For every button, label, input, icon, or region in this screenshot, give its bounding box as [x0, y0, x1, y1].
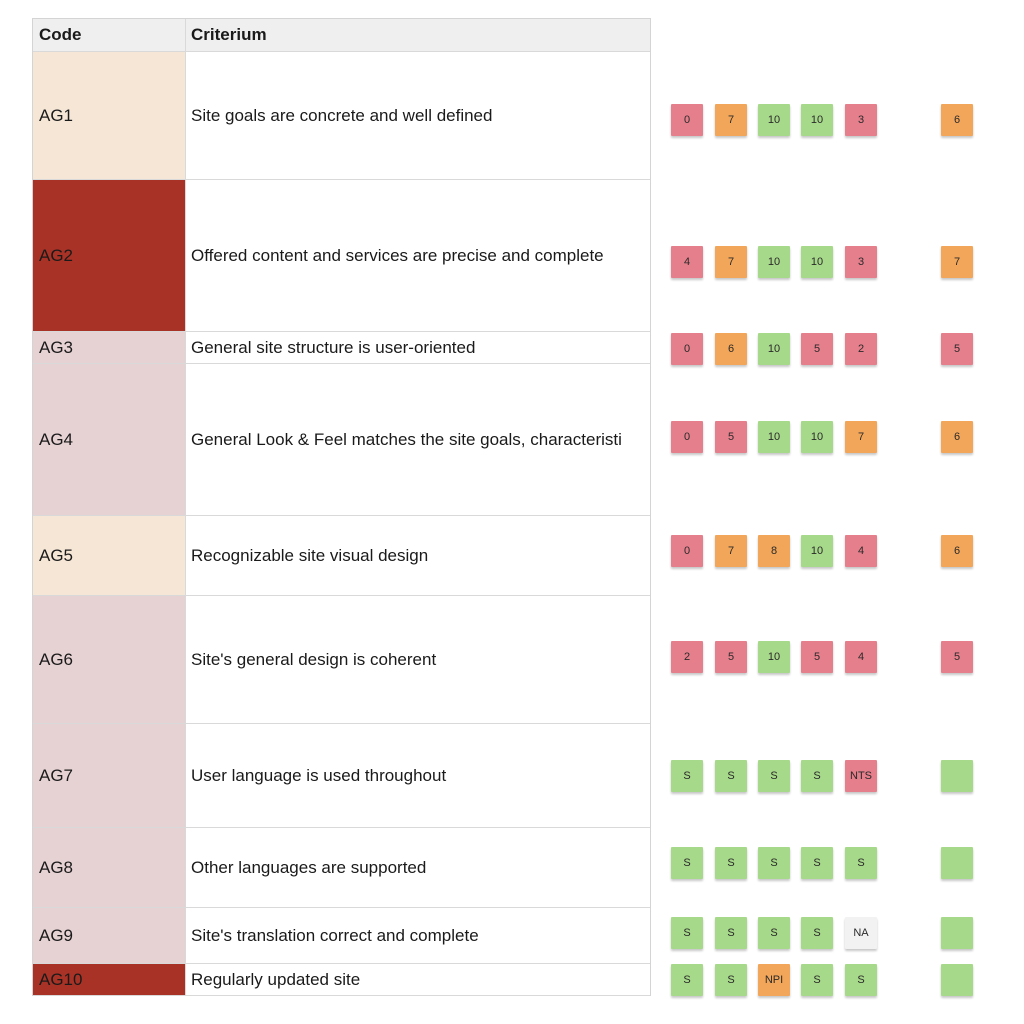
- table-row: AG9 Site's translation correct and comple…: [33, 908, 650, 964]
- sticky-note[interactable]: 7: [715, 535, 747, 567]
- sticky-note[interactable]: S: [715, 760, 747, 792]
- criterium-cell[interactable]: Site goals are concrete and well defined: [191, 105, 493, 125]
- spreadsheet-table: Code Criterium AG1 Site goals are concret…: [32, 18, 651, 996]
- sticky-note[interactable]: 10: [801, 104, 833, 136]
- sticky-note[interactable]: 5: [715, 641, 747, 673]
- summary-sticky-note[interactable]: 6: [941, 535, 973, 567]
- code-cell[interactable]: AG1: [33, 52, 186, 179]
- table-row: AG5 Recognizable site visual design: [33, 516, 650, 596]
- criterium-cell[interactable]: General site structure is user-oriented: [191, 337, 476, 357]
- sticky-note[interactable]: S: [715, 917, 747, 949]
- sticky-note[interactable]: 10: [758, 421, 790, 453]
- sticky-note[interactable]: S: [758, 760, 790, 792]
- table-row: AG6 Site's general design is coherent: [33, 596, 650, 724]
- sticky-note[interactable]: 0: [671, 333, 703, 365]
- sticky-note[interactable]: 5: [801, 333, 833, 365]
- code-cell[interactable]: AG3: [33, 332, 186, 363]
- sticky-note[interactable]: 5: [715, 421, 747, 453]
- sticky-note[interactable]: 4: [671, 246, 703, 278]
- sticky-note[interactable]: S: [671, 964, 703, 996]
- criterium-cell[interactable]: General Look & Feel matches the site goa…: [191, 429, 622, 449]
- criterium-cell[interactable]: User language is used throughout: [191, 765, 447, 785]
- summary-sticky-note[interactable]: [941, 964, 973, 996]
- code-cell[interactable]: AG7: [33, 724, 186, 827]
- header-criterium[interactable]: Criterium: [186, 19, 650, 51]
- sticky-note[interactable]: S: [758, 847, 790, 879]
- code-cell[interactable]: AG6: [33, 596, 186, 723]
- sticky-note[interactable]: 6: [715, 333, 747, 365]
- sticky-note[interactable]: S: [845, 964, 877, 996]
- sticky-note[interactable]: S: [801, 847, 833, 879]
- sticky-note[interactable]: S: [671, 917, 703, 949]
- criterium-cell[interactable]: Other languages are supported: [191, 857, 427, 877]
- table-row: AG10 Regularly updated site: [33, 964, 650, 996]
- sticky-note[interactable]: 4: [845, 641, 877, 673]
- code-cell[interactable]: AG2: [33, 180, 186, 331]
- sticky-note[interactable]: NTS: [845, 760, 877, 792]
- table-row: AG7 User language is used throughout: [33, 724, 650, 828]
- sticky-note[interactable]: S: [715, 964, 747, 996]
- sticky-note[interactable]: 0: [671, 104, 703, 136]
- sticky-note[interactable]: 10: [758, 641, 790, 673]
- summary-sticky-note[interactable]: 6: [941, 421, 973, 453]
- summary-sticky-note[interactable]: 5: [941, 641, 973, 673]
- sticky-note[interactable]: 10: [801, 246, 833, 278]
- header-code[interactable]: Code: [33, 19, 186, 51]
- criterium-cell[interactable]: Offered content and services are precise…: [191, 245, 604, 265]
- sticky-note[interactable]: 7: [715, 104, 747, 136]
- sticky-note[interactable]: S: [801, 760, 833, 792]
- header-row: Code Criterium: [33, 18, 650, 52]
- table-row: AG3 General site structure is user-orient…: [33, 332, 650, 364]
- sticky-note[interactable]: S: [758, 917, 790, 949]
- code-cell[interactable]: AG5: [33, 516, 186, 595]
- sticky-note[interactable]: 7: [845, 421, 877, 453]
- code-cell[interactable]: AG4: [33, 364, 186, 515]
- sticky-note[interactable]: S: [801, 964, 833, 996]
- sticky-note[interactable]: 0: [671, 535, 703, 567]
- code-cell[interactable]: AG9: [33, 908, 186, 963]
- sticky-note[interactable]: S: [671, 847, 703, 879]
- sticky-note[interactable]: 2: [845, 333, 877, 365]
- summary-sticky-note[interactable]: [941, 847, 973, 879]
- sticky-note[interactable]: 10: [758, 333, 790, 365]
- criterium-cell[interactable]: Recognizable site visual design: [191, 545, 429, 565]
- summary-sticky-note[interactable]: [941, 917, 973, 949]
- table-row: AG4 General Look & Feel matches the site …: [33, 364, 650, 516]
- sticky-note[interactable]: 8: [758, 535, 790, 567]
- table-row: AG8 Other languages are supported: [33, 828, 650, 908]
- sticky-note[interactable]: 7: [715, 246, 747, 278]
- sticky-note[interactable]: S: [801, 917, 833, 949]
- summary-sticky-note[interactable]: 5: [941, 333, 973, 365]
- code-cell[interactable]: AG10: [33, 964, 186, 995]
- sticky-note[interactable]: 5: [801, 641, 833, 673]
- sticky-note[interactable]: S: [671, 760, 703, 792]
- table-row: AG1 Site goals are concrete and well defi…: [33, 52, 650, 180]
- sticky-note[interactable]: S: [715, 847, 747, 879]
- sticky-note[interactable]: 4: [845, 535, 877, 567]
- summary-sticky-note[interactable]: 7: [941, 246, 973, 278]
- sticky-note[interactable]: 2: [671, 641, 703, 673]
- table-row: AG2 Offered content and services are prec…: [33, 180, 650, 332]
- sticky-note[interactable]: 0: [671, 421, 703, 453]
- sticky-note[interactable]: S: [845, 847, 877, 879]
- sticky-note[interactable]: 10: [801, 421, 833, 453]
- criterium-cell[interactable]: Site's translation correct and complete: [191, 925, 479, 945]
- criterium-cell[interactable]: Site's general design is coherent: [191, 649, 437, 669]
- sticky-note[interactable]: 10: [801, 535, 833, 567]
- criterium-cell[interactable]: Regularly updated site: [191, 969, 361, 989]
- sticky-note[interactable]: NA: [845, 917, 877, 949]
- summary-sticky-note[interactable]: [941, 760, 973, 792]
- sticky-note[interactable]: 3: [845, 246, 877, 278]
- sticky-note[interactable]: 3: [845, 104, 877, 136]
- summary-sticky-note[interactable]: 6: [941, 104, 973, 136]
- code-cell[interactable]: AG8: [33, 828, 186, 907]
- sticky-note[interactable]: 10: [758, 246, 790, 278]
- sticky-note[interactable]: NPI: [758, 964, 790, 996]
- sticky-note[interactable]: 10: [758, 104, 790, 136]
